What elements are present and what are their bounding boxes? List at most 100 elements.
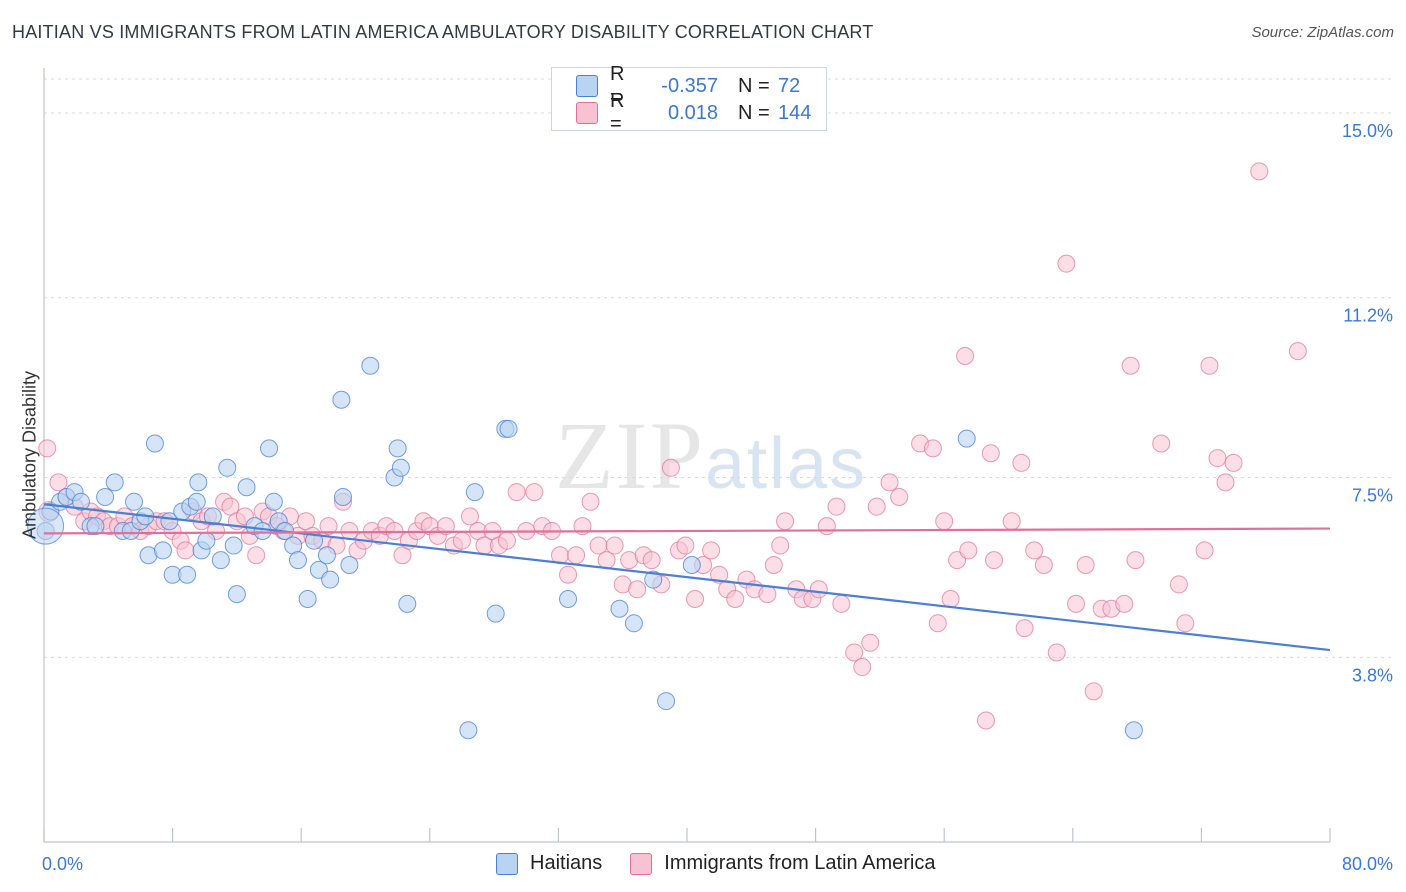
data-point-latin-america <box>1047 643 1066 662</box>
data-point-haitians <box>682 555 701 574</box>
data-point-latin-america <box>771 536 790 555</box>
data-point-latin-america <box>567 546 586 565</box>
data-point-latin-america <box>832 594 851 613</box>
legend-n-value: 72 <box>778 74 801 97</box>
chart-title: HAITIAN VS IMMIGRANTS FROM LATIN AMERICA… <box>12 22 874 42</box>
data-point-latin-america <box>1025 541 1044 560</box>
trend-lines <box>43 503 1331 652</box>
data-point-latin-america <box>605 536 624 555</box>
data-point-latin-america <box>1169 575 1188 594</box>
data-point-latin-america <box>959 541 978 560</box>
data-point-latin-america <box>1121 356 1140 375</box>
data-point-haitians <box>459 721 478 740</box>
series-latin-america-points <box>38 162 1307 730</box>
watermark-atlas: atlas <box>705 424 868 504</box>
data-point-latin-america <box>976 711 995 730</box>
data-point-haitians <box>237 478 256 497</box>
data-point-latin-america <box>38 439 57 458</box>
data-point-haitians <box>610 599 629 618</box>
y-axis-label: Ambulatory Disability <box>19 370 40 540</box>
data-point-latin-america <box>853 658 872 677</box>
data-point-latin-america <box>661 458 680 477</box>
legend-n-label: N = <box>738 101 770 124</box>
data-point-latin-america <box>827 497 846 516</box>
data-point-haitians <box>96 487 115 506</box>
data-point-latin-america <box>941 590 960 609</box>
data-point-latin-america <box>817 517 836 536</box>
legend-n-label: N = <box>738 74 770 97</box>
data-point-haitians <box>1124 721 1143 740</box>
data-point-haitians <box>398 594 417 613</box>
legend-r-value: -0.357 <box>661 74 718 97</box>
data-point-latin-america <box>726 590 745 609</box>
data-point-haitians <box>486 604 505 623</box>
y-tick-label: 15.0% <box>1342 121 1393 141</box>
data-point-latin-america <box>49 473 68 492</box>
data-point-latin-america <box>642 551 661 570</box>
data-point-latin-america <box>1002 512 1021 531</box>
data-point-latin-america <box>1216 473 1235 492</box>
data-point-latin-america <box>867 497 886 516</box>
legend-swatch-latin-america <box>630 852 653 875</box>
data-point-haitians <box>187 492 206 511</box>
legend-r-label: R = <box>610 63 625 108</box>
data-point-haitians <box>388 439 407 458</box>
data-point-latin-america <box>1152 434 1171 453</box>
legend-item-haitians[interactable]: Haitians <box>496 852 602 875</box>
data-point-latin-america <box>1126 551 1145 570</box>
data-point-latin-america <box>559 565 578 584</box>
data-point-latin-america <box>1084 682 1103 701</box>
legend-item-latin-america[interactable]: Immigrants from Latin America <box>630 852 935 875</box>
data-point-latin-america <box>1115 594 1134 613</box>
series-legend: Haitians Immigrants from Latin America <box>496 852 963 875</box>
data-point-haitians <box>644 570 663 589</box>
data-point-haitians <box>71 492 90 511</box>
legend-r-value: 0.018 <box>667 101 718 124</box>
data-point-latin-america <box>1012 453 1031 472</box>
data-point-haitians <box>153 541 172 560</box>
data-point-latin-america <box>628 580 647 599</box>
data-point-latin-america <box>1067 594 1086 613</box>
data-point-latin-america <box>247 546 266 565</box>
y-tick-label: 11.2% <box>1343 306 1393 326</box>
legend-swatch-latin-america <box>576 102 598 124</box>
x-tick-label: 0.0% <box>42 854 83 874</box>
y-tick-label: 3.8% <box>1352 665 1393 685</box>
data-point-haitians <box>105 473 124 492</box>
data-point-latin-america <box>581 492 600 511</box>
legend-r-label: R = <box>610 90 625 135</box>
data-point-latin-america <box>928 614 947 633</box>
data-point-haitians <box>224 536 243 555</box>
data-point-haitians <box>197 531 216 550</box>
data-point-latin-america <box>710 565 729 584</box>
data-point-latin-america <box>880 473 899 492</box>
data-point-haitians <box>298 590 317 609</box>
data-point-latin-america <box>460 507 479 526</box>
data-point-latin-america <box>764 555 783 574</box>
source-label: Source: ZipAtlas.com <box>1251 24 1394 41</box>
trend-line-latin-america <box>43 527 1331 535</box>
data-point-latin-america <box>1195 541 1214 560</box>
data-point-haitians <box>218 458 237 477</box>
data-point-latin-america <box>1057 254 1076 273</box>
data-point-haitians <box>559 590 578 609</box>
data-point-haitians <box>125 492 144 511</box>
data-point-latin-america <box>956 347 975 366</box>
legend-row-haitians: R = -0.357 N = 72 <box>576 63 818 108</box>
data-point-haitians <box>27 507 65 545</box>
data-point-haitians <box>86 517 105 536</box>
data-point-haitians <box>203 507 222 526</box>
data-point-latin-america <box>776 512 795 531</box>
data-point-latin-america <box>1208 449 1227 468</box>
data-point-haitians <box>317 546 336 565</box>
legend-label-haitians: Haitians <box>530 852 603 874</box>
data-point-haitians <box>340 555 359 574</box>
data-point-haitians <box>657 692 676 711</box>
data-point-haitians <box>288 551 307 570</box>
data-point-latin-america <box>758 585 777 604</box>
data-point-haitians <box>145 434 164 453</box>
data-point-latin-america <box>676 536 695 555</box>
data-point-haitians <box>321 570 340 589</box>
data-point-haitians <box>211 551 230 570</box>
